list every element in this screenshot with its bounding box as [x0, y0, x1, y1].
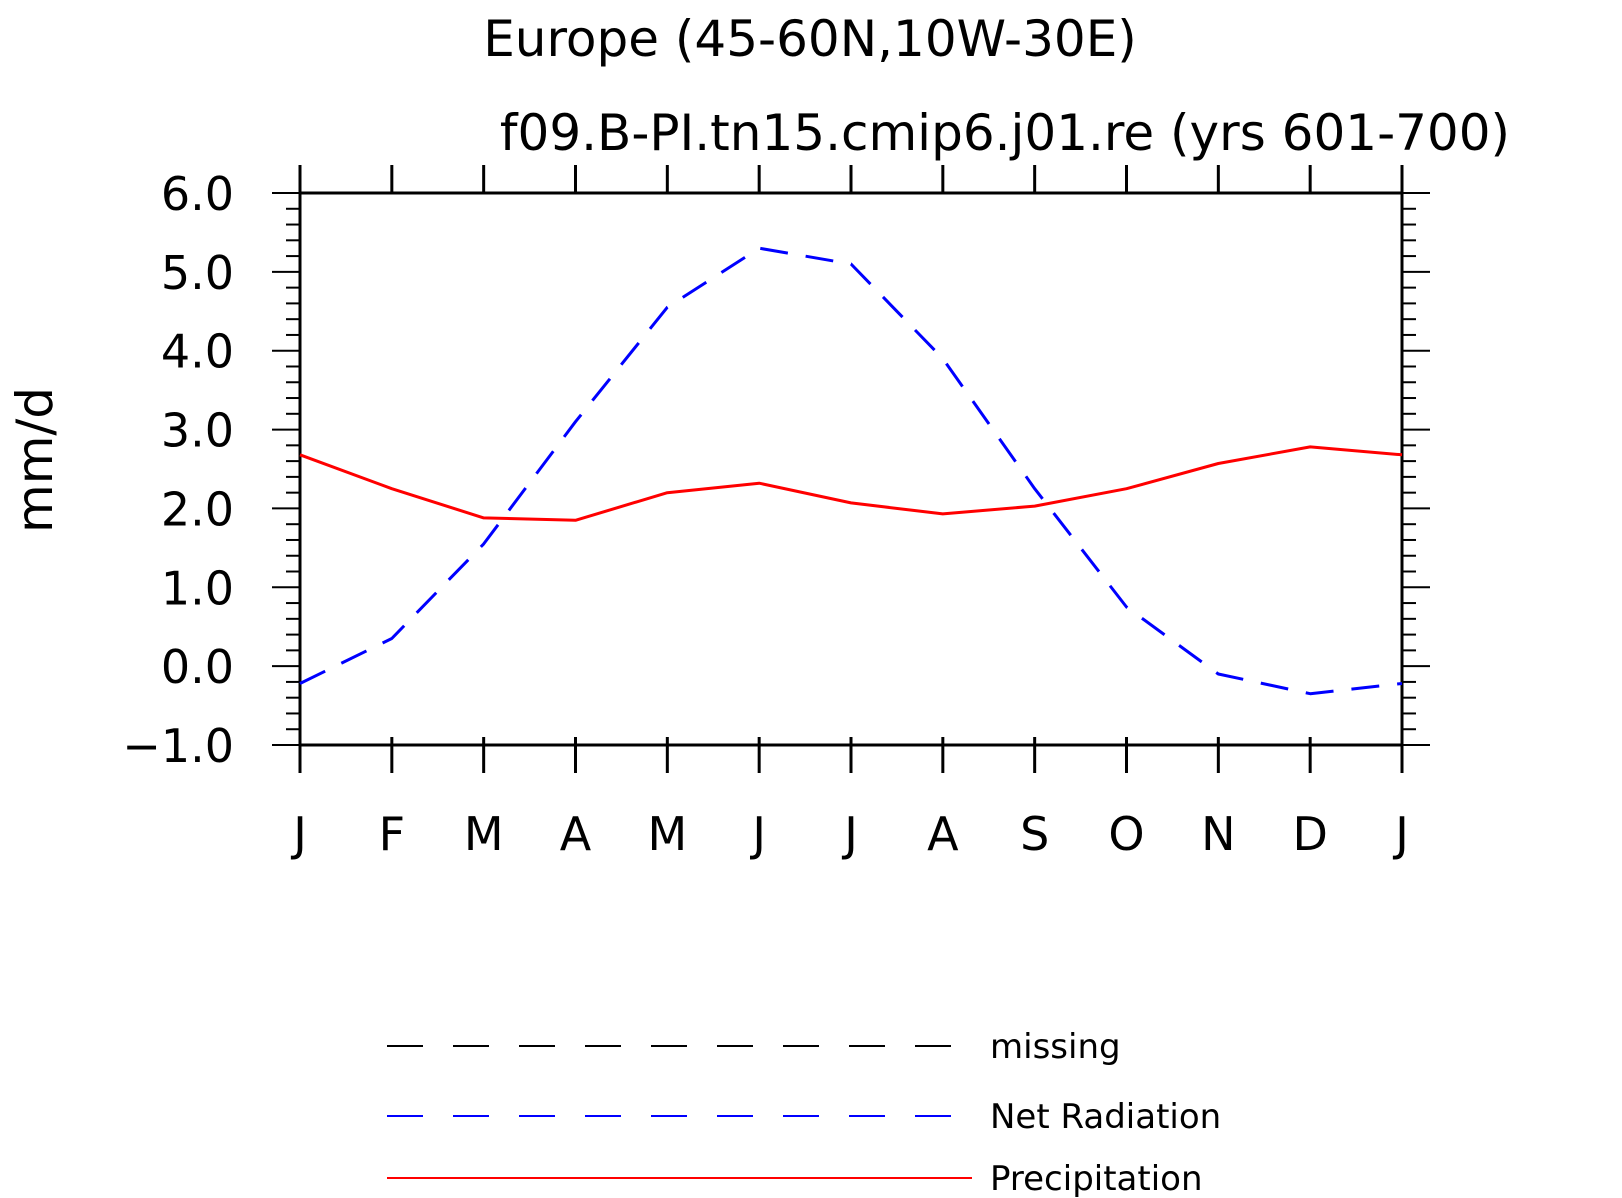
x-tick-label: A — [927, 807, 959, 861]
x-tick-label: F — [379, 807, 405, 861]
y-tick-label: 6.0 — [161, 167, 234, 221]
x-tick-label: D — [1292, 807, 1327, 861]
legend: missing Net Radiation Precipitation — [387, 1027, 1221, 1198]
y-axis-label: mm/d — [6, 387, 64, 533]
y-tick-label: 3.0 — [161, 404, 234, 458]
y-tick-labels: −1.0 0.0 1.0 2.0 3.0 4.0 5.0 6.0 — [122, 167, 234, 773]
x-tick-label: M — [647, 807, 687, 861]
x-tick-label: A — [560, 807, 592, 861]
x-tick-label: J — [1392, 807, 1409, 861]
legend-label-precipitation: Precipitation — [990, 1159, 1203, 1198]
x-tick-label: O — [1108, 807, 1144, 861]
legend-label-missing: missing — [990, 1027, 1121, 1067]
axis-ticks — [272, 165, 1430, 773]
x-tick-label: J — [290, 807, 307, 861]
y-tick-label: 5.0 — [161, 246, 234, 300]
legend-label-net-radiation: Net Radiation — [990, 1097, 1221, 1137]
x-tick-label: J — [749, 807, 766, 861]
x-tick-label: S — [1020, 807, 1049, 861]
chart-subtitle: f09.B-PI.tn15.cmip6.j01.re (yrs 601-700) — [500, 104, 1510, 162]
chart-title: Europe (45-60N,10W-30E) — [483, 10, 1137, 68]
series-line-net-radiation — [299, 246, 1403, 696]
y-tick-label: 0.0 — [161, 640, 234, 694]
x-tick-label: J — [841, 807, 858, 861]
x-tick-label: M — [464, 807, 504, 861]
plot-frame — [298, 191, 1404, 747]
series-lines — [299, 246, 1403, 696]
y-tick-label: 4.0 — [161, 325, 234, 379]
x-tick-label: N — [1201, 807, 1235, 861]
y-tick-label: 1.0 — [161, 561, 234, 615]
y-tick-label: −1.0 — [122, 719, 234, 773]
y-tick-label: 2.0 — [161, 482, 234, 536]
series-line-precipitation — [299, 445, 1403, 522]
